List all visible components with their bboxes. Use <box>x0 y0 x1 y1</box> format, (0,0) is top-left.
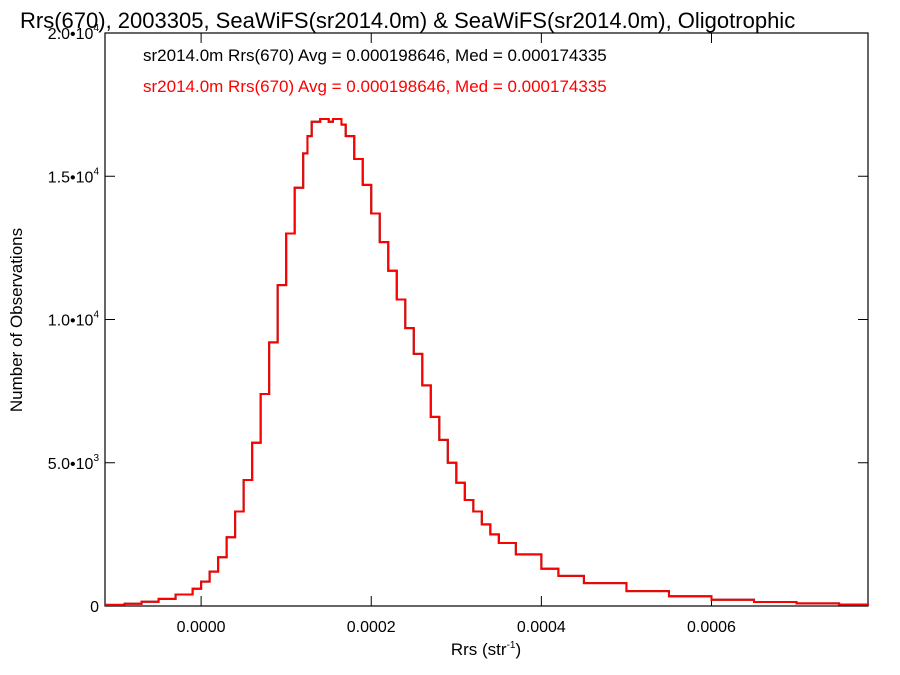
y-tick-label: 5.0•103 <box>48 453 100 473</box>
x-tick-label: 0.0006 <box>687 619 736 636</box>
y-tick-label: 1.0•104 <box>48 310 100 330</box>
axis-ticks: 0.0000 0.0002 0.0004 0.0006 0 5.0•103 1.0•104 1… <box>48 23 868 636</box>
y-tick-label: 0 <box>90 599 99 616</box>
y-axis-label: Number of Observations <box>7 228 26 412</box>
x-tick-label: 0.0002 <box>347 619 396 636</box>
y-tick-label: 2.0•104 <box>48 23 100 43</box>
x-tick-label: 0.0004 <box>517 619 566 636</box>
plot-frame <box>104 32 869 607</box>
annotations: sr2014.0m Rrs(670) Avg = 0.000198646, Me… <box>143 46 607 96</box>
series-layer <box>105 117 869 606</box>
series-line-0 <box>105 117 869 606</box>
series-line-1 <box>105 117 869 606</box>
x-tick-label: 0.0000 <box>177 619 226 636</box>
chart-title: Rrs(670), 2003305, SeaWiFS(sr2014.0m) & … <box>20 8 795 33</box>
y-tick-label: 1.5•104 <box>48 166 100 186</box>
stats-annotation: sr2014.0m Rrs(670) Avg = 0.000198646, Me… <box>143 46 607 65</box>
x-axis-label: Rrs (str-1) <box>451 640 521 659</box>
stats-annotation: sr2014.0m Rrs(670) Avg = 0.000198646, Me… <box>143 77 607 96</box>
